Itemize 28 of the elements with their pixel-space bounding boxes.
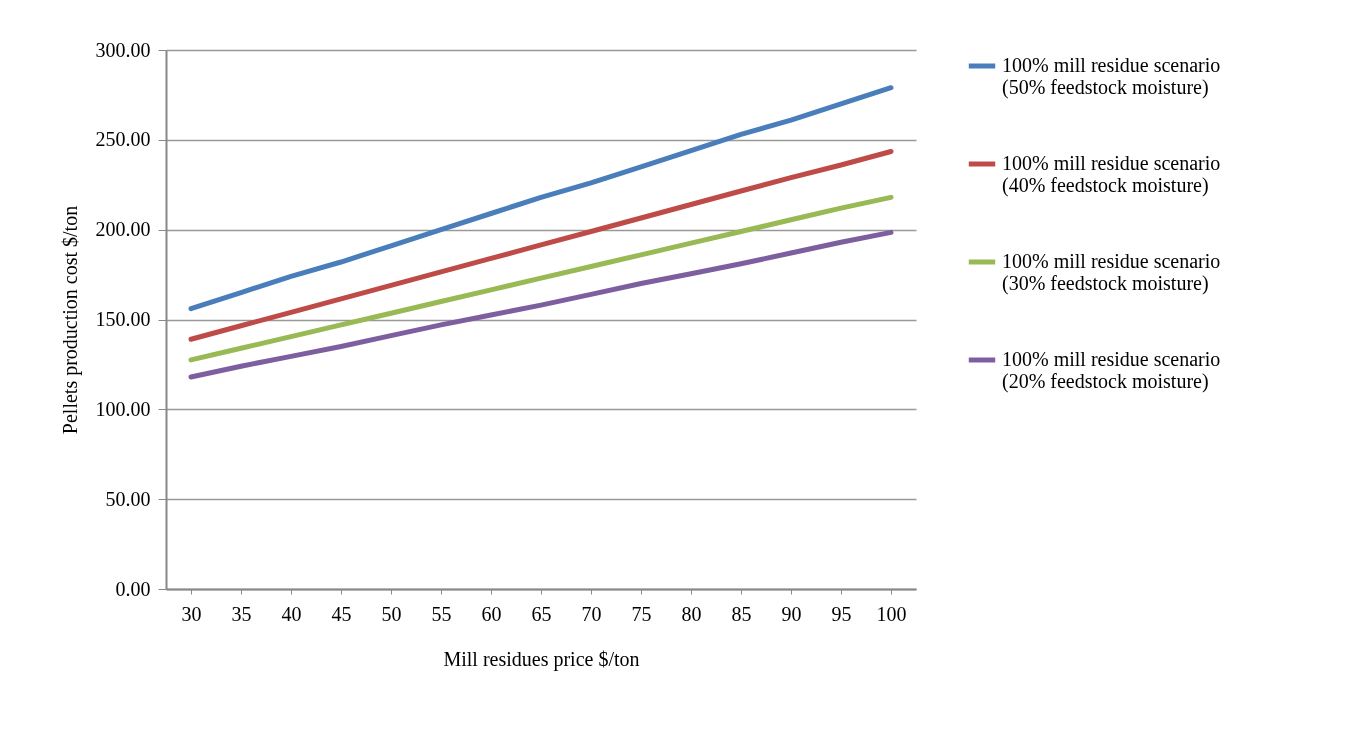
legend-label: 100% mill residue scenario (50% feedstock moisture): [1002, 54, 1221, 99]
y-tick-label: 0.00: [115, 577, 151, 600]
x-tick-label: 60: [481, 602, 502, 625]
x-tick-label: 45: [331, 602, 352, 625]
x-tick-label: 95: [831, 602, 852, 625]
y-axis-title: Pellets production cost $/ton: [58, 205, 82, 435]
x-tick-label: 65: [531, 602, 552, 625]
y-tick-label: 250.00: [95, 128, 151, 151]
y-tick-label: 200.00: [95, 218, 151, 241]
y-tick-label: 100.00: [95, 397, 151, 420]
y-tick-label: 50.00: [105, 487, 151, 510]
legend-label: 100% mill residue scenario (40% feedstock moisture): [1002, 152, 1221, 197]
x-axis-title: Mill residues price $/ton: [443, 647, 640, 671]
x-tick-label: 40: [281, 602, 302, 625]
x-tick-label: 75: [631, 602, 652, 625]
legend-label: 100% mill residue scenario (30% feedstock moisture): [1002, 250, 1221, 295]
x-tick-label: 85: [731, 602, 752, 625]
x-tick-label: 100: [876, 602, 907, 625]
x-tick-label: 55: [431, 602, 452, 625]
x-tick-label: 35: [231, 602, 252, 625]
x-tick-label: 80: [681, 602, 702, 625]
legend-label: 100% mill residue scenario (20% feedstock moisture): [1002, 348, 1221, 393]
x-tick-label: 30: [181, 602, 202, 625]
x-tick-label: 70: [581, 602, 602, 625]
y-tick-label: 300.00: [95, 38, 151, 61]
x-tick-label: 90: [781, 602, 802, 625]
y-tick-label: 150.00: [95, 308, 151, 330]
x-tick-label: 50: [381, 602, 402, 625]
